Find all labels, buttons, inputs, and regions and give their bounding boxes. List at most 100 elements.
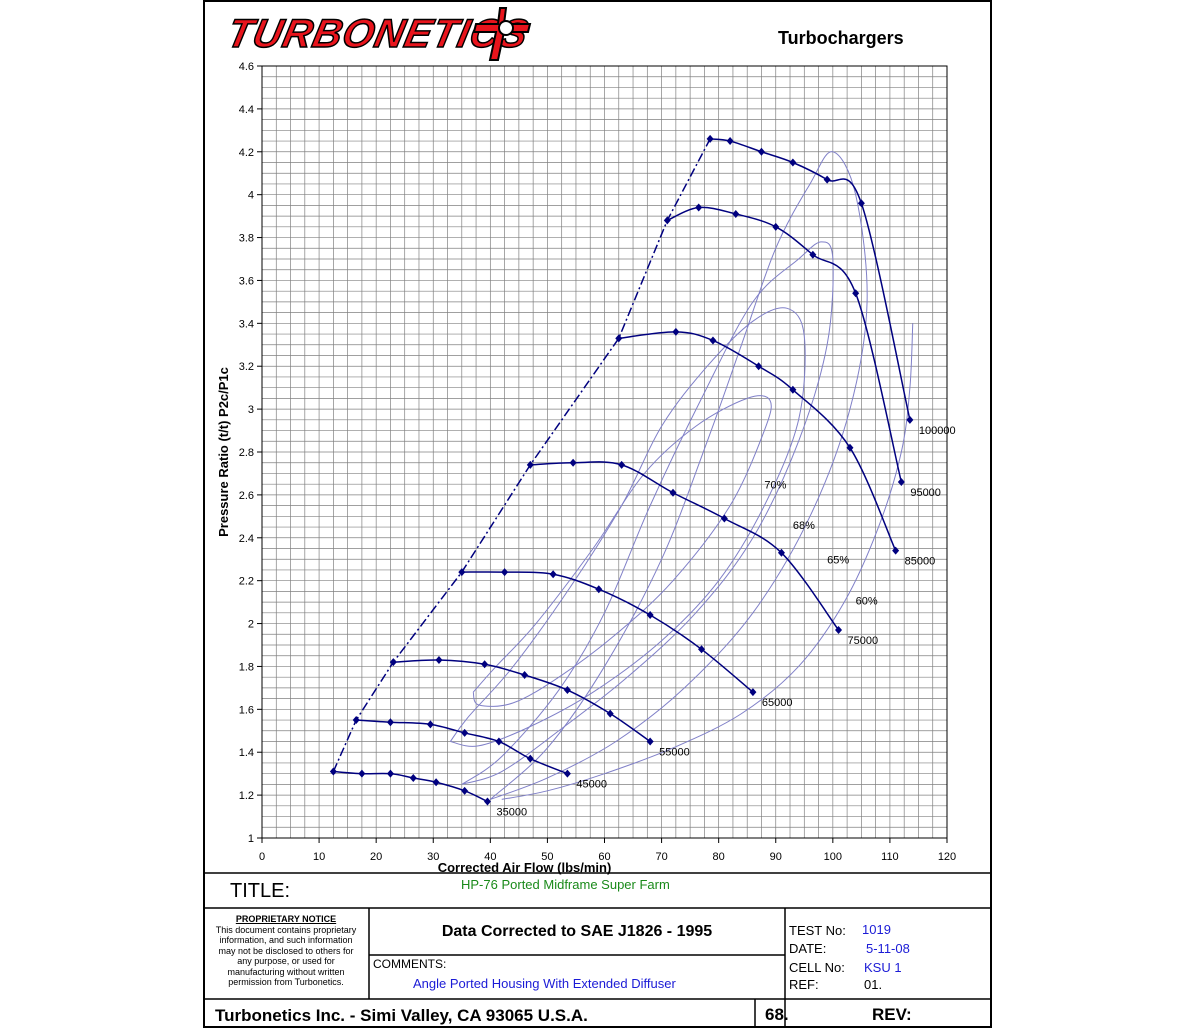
footer-company: Turbonetics Inc. - Simi Valley, CA 93065… bbox=[215, 1006, 588, 1025]
data-point-marker bbox=[789, 158, 797, 167]
surge-line-path bbox=[332, 138, 711, 772]
logo-cross-icon bbox=[472, 7, 532, 61]
data-point-marker bbox=[595, 585, 603, 594]
y-tick-label: 1.2 bbox=[239, 790, 254, 802]
x-tick-label: 70 bbox=[655, 851, 667, 863]
x-tick-label: 80 bbox=[713, 851, 725, 863]
y-tick-label: 4.2 bbox=[239, 147, 254, 159]
ref-value: 01. bbox=[864, 977, 883, 992]
chart-axes: 0 10 20 30 40 50 60 70 80 90 100 110 120 1 1.2 1.4 1.6 1.… bbox=[216, 61, 956, 875]
compressor-map-chart: 0 10 20 30 40 50 60 70 80 90 100 110 120 1 1.2 1.4 1.6 1.… bbox=[216, 61, 956, 875]
efficiency-label: 65% bbox=[827, 555, 849, 567]
efficiency-island bbox=[489, 151, 868, 800]
data-point-marker bbox=[663, 216, 671, 225]
efficiency-island bbox=[461, 241, 834, 785]
y-tick-label: 3.6 bbox=[239, 275, 254, 287]
data-point-marker bbox=[386, 769, 394, 778]
data-point-marker bbox=[483, 797, 491, 806]
chart-grid bbox=[261, 65, 948, 839]
data-point-marker bbox=[615, 334, 623, 343]
efficiency-island bbox=[472, 395, 772, 707]
data-point-marker bbox=[857, 199, 865, 208]
speed-line-label: 45000 bbox=[576, 779, 607, 791]
y-tick-label: 3 bbox=[248, 404, 254, 416]
data-point-marker bbox=[706, 134, 714, 143]
data-point-marker bbox=[809, 250, 817, 259]
speed-line-label: 95000 bbox=[910, 487, 941, 499]
cell-number-value: KSU 1 bbox=[864, 960, 902, 975]
correction-standard-heading: Data Corrected to SAE J1826 - 1995 bbox=[441, 923, 713, 940]
data-point-marker bbox=[521, 671, 529, 680]
data-point-marker bbox=[495, 737, 503, 746]
x-tick-label: 30 bbox=[427, 851, 439, 863]
title-label: TITLE: bbox=[230, 880, 291, 902]
notice-line: This document contains proprietary bbox=[215, 924, 357, 935]
efficiency-islands bbox=[449, 151, 914, 800]
data-point-marker bbox=[846, 443, 854, 452]
efficiency-label: 60% bbox=[856, 595, 878, 607]
efficiency-label: 70% bbox=[764, 479, 786, 491]
speed-line-label: 75000 bbox=[848, 635, 879, 647]
x-tick-label: 120 bbox=[938, 851, 956, 863]
data-point-marker bbox=[606, 709, 614, 718]
data-point-marker bbox=[897, 478, 905, 487]
comments-value: Angle Ported Housing With Extended Diffu… bbox=[413, 976, 676, 991]
y-tick-label: 1.4 bbox=[239, 747, 254, 759]
data-point-marker bbox=[461, 786, 469, 795]
test-number-value: 1019 bbox=[862, 922, 891, 937]
x-axis-label: Corrected Air Flow (lbs/min) bbox=[438, 860, 612, 875]
x-tick-label: 60 bbox=[598, 851, 610, 863]
data-point-marker bbox=[389, 658, 397, 667]
notice-heading: PROPRIETARY NOTICE bbox=[235, 914, 337, 924]
data-point-marker bbox=[709, 336, 717, 345]
speed-lines bbox=[329, 134, 914, 806]
data-point-marker bbox=[726, 137, 734, 146]
y-tick-label: 2.6 bbox=[239, 490, 254, 502]
chart-labels: 35000 45000 55000 65000 75000 85000 95000 10000… bbox=[496, 425, 955, 819]
data-point-marker bbox=[823, 175, 831, 184]
y-tick-label: 1 bbox=[248, 833, 254, 845]
ref-label: REF: bbox=[789, 977, 819, 992]
notice-line: manufacturing without written bbox=[227, 966, 345, 977]
data-point-marker bbox=[892, 546, 900, 555]
data-point-marker bbox=[432, 778, 440, 787]
footer-page-number: 68. bbox=[765, 1005, 789, 1024]
footer-revision-label: REV: bbox=[872, 1005, 912, 1024]
data-point-marker bbox=[695, 203, 703, 212]
speed-line-label: 65000 bbox=[762, 697, 793, 709]
notice-line: may not be disclosed to others for bbox=[218, 945, 354, 956]
y-tick-label: 4.6 bbox=[239, 61, 254, 73]
x-tick-label: 40 bbox=[484, 851, 496, 863]
x-tick-label: 90 bbox=[770, 851, 782, 863]
data-point-marker bbox=[481, 660, 489, 669]
title-value: HP-76 Ported Midframe Super Farm bbox=[461, 877, 670, 892]
notice-line: any purpose, or used for bbox=[237, 956, 335, 966]
comments-label: COMMENTS: bbox=[373, 957, 447, 971]
data-point-marker bbox=[618, 460, 626, 469]
y-axis-label: Pressure Ratio (t/t) P2c/P1c bbox=[216, 367, 231, 537]
date-value: 5-11-08 bbox=[866, 941, 910, 956]
data-point-marker bbox=[458, 568, 466, 577]
efficiency-island bbox=[501, 323, 914, 800]
surge-line bbox=[332, 138, 711, 772]
date-label: DATE: bbox=[789, 941, 827, 956]
efficiency-island bbox=[449, 307, 806, 747]
data-point-marker bbox=[672, 327, 680, 336]
x-tick-label: 50 bbox=[541, 851, 553, 863]
data-point-marker bbox=[563, 769, 571, 778]
speed-line-label: 35000 bbox=[496, 807, 527, 819]
data-point-marker bbox=[646, 610, 654, 619]
y-tick-label: 2 bbox=[248, 619, 254, 631]
notice-line: permission from Turbonetics. bbox=[228, 977, 344, 987]
data-point-marker bbox=[461, 728, 469, 737]
data-point-marker bbox=[501, 568, 509, 577]
data-point-marker bbox=[358, 769, 366, 778]
data-point-marker bbox=[732, 209, 740, 218]
y-tick-label: 2.8 bbox=[239, 447, 254, 459]
test-number-label: TEST No: bbox=[789, 923, 846, 938]
data-point-marker bbox=[329, 767, 337, 776]
y-tick-label: 2.4 bbox=[239, 533, 254, 545]
x-tick-label: 110 bbox=[881, 851, 899, 863]
x-tick-label: 0 bbox=[259, 851, 265, 863]
